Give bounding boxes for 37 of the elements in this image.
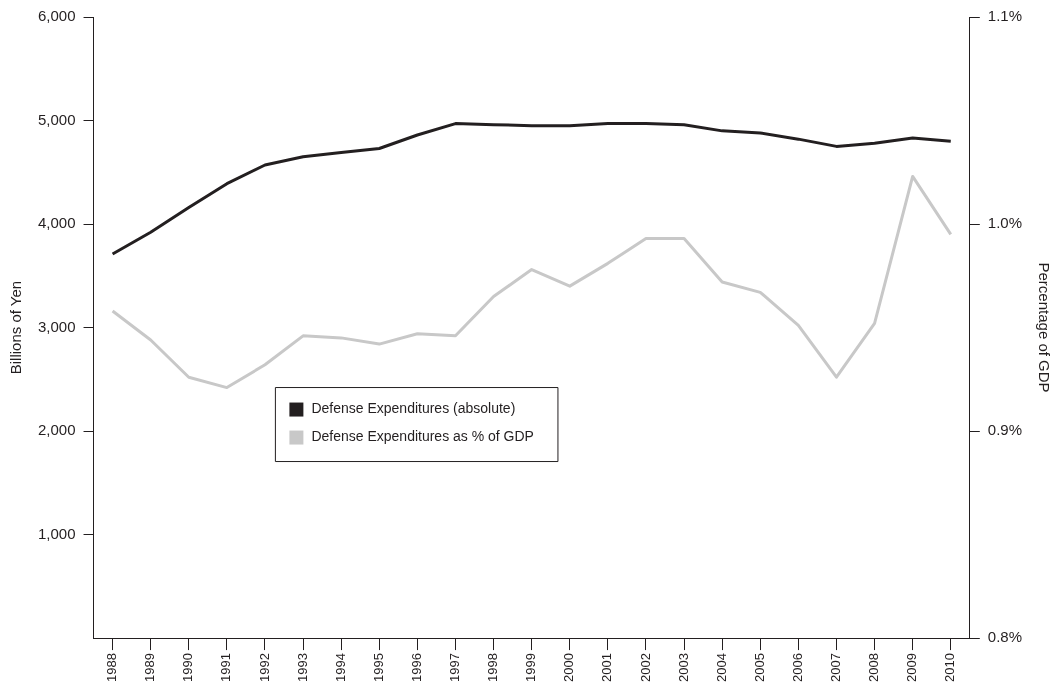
- y-tick-label: 6,000: [37, 7, 76, 25]
- x-tick-label: 1996: [408, 653, 424, 682]
- x-tick-label: 1989: [142, 653, 158, 682]
- x-tick-label: 2010: [942, 653, 958, 682]
- x-tick-label: 1991: [218, 653, 234, 682]
- x-tick-label: 2009: [904, 653, 920, 682]
- x-tick-label: 1995: [370, 653, 386, 682]
- x-tick-label: 1994: [332, 653, 348, 682]
- x-tick-label: 2007: [828, 653, 844, 682]
- x-tick-label: 1988: [104, 653, 120, 682]
- x-tick-label: 2008: [866, 653, 882, 682]
- x-tick-label: 1998: [485, 653, 501, 682]
- y2-tick-label: 0.9%: [987, 421, 1023, 439]
- y2-tick-label: 1.1%: [987, 7, 1023, 25]
- x-tick-label: 2004: [713, 653, 729, 682]
- y-tick-label: 3,000: [37, 317, 76, 335]
- x-tick-label: 2000: [561, 653, 577, 682]
- x-tick-label: 2006: [789, 653, 805, 682]
- y-tick-label: 4,000: [37, 214, 76, 232]
- y2-tick-label: 0.8%: [987, 628, 1023, 646]
- x-tick-label: 1992: [256, 653, 272, 682]
- x-tick-label: 2005: [751, 653, 767, 682]
- y2-axis-title: Percentage of GDP: [1035, 262, 1053, 393]
- y-tick-label: 5,000: [37, 110, 76, 128]
- x-tick-label: 2001: [599, 653, 615, 682]
- x-tick-label: 2002: [637, 653, 653, 682]
- y-tick-label: 1,000: [37, 524, 76, 542]
- x-tick-label: 1990: [180, 653, 196, 682]
- x-tick-label: 1993: [294, 653, 310, 682]
- y-axis-title: Billions of Yen: [7, 280, 25, 375]
- y-tick-label: 2,000: [37, 421, 76, 439]
- x-tick-label: 2003: [675, 653, 691, 682]
- x-tick-label: 1999: [523, 653, 539, 682]
- y2-tick-label: 1.0%: [987, 214, 1023, 232]
- legend-label: Defense Expenditures (absolute): [311, 400, 516, 417]
- legend-label: Defense Expenditures as % of GDP: [311, 428, 534, 445]
- x-tick-label: 1997: [447, 653, 463, 682]
